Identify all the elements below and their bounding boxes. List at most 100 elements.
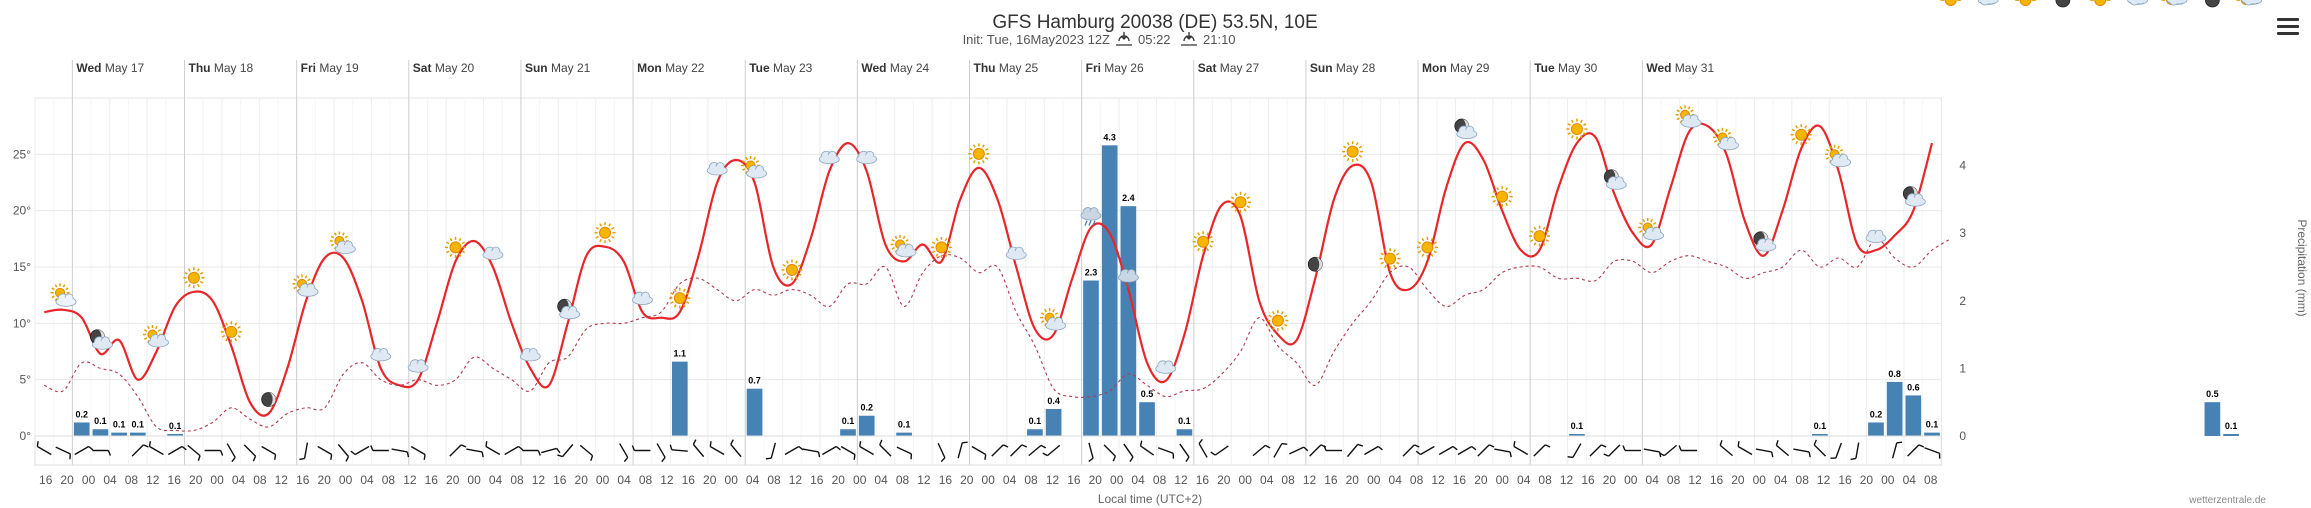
x-tick: 08 (1924, 473, 1938, 487)
sun-cloud-icon (741, 156, 767, 179)
x-tick: 20 (1603, 473, 1617, 487)
precip-bar (1812, 433, 1828, 436)
precip-bar (2204, 402, 2221, 436)
wind-arrow-icon (1477, 444, 1495, 457)
sun-icon (1230, 191, 1252, 213)
moon-icon (2204, 0, 2220, 8)
sun-icon (1566, 118, 1588, 140)
x-tick: 08 (1024, 473, 1038, 487)
sun-icon (445, 236, 467, 258)
precip-label: 0.2 (75, 409, 88, 419)
moon-cloud-icon (1454, 118, 1478, 139)
temperature-lines (44, 122, 1951, 432)
wind-arrow-icon (784, 445, 804, 456)
cloud-icon (1977, 0, 1999, 6)
precip-bar (858, 415, 875, 436)
x-tick: 16 (810, 473, 824, 487)
day-label: Sat May 27 (1198, 61, 1260, 75)
wind-arrow-icon (619, 443, 629, 463)
day-label: Mon May 29 (1422, 61, 1490, 75)
precip-label: 2.4 (1122, 193, 1135, 203)
x-tick: 04 (1003, 473, 1017, 487)
x-tick: 08 (382, 473, 396, 487)
x-tick: 04 (489, 473, 503, 487)
y-tick-left: 25° (13, 147, 31, 161)
wind-arrow-icon (74, 445, 94, 456)
x-tick: 08 (1667, 473, 1681, 487)
wind-arrow-icon (1643, 448, 1662, 458)
wind-arrow-icon (1775, 440, 1790, 457)
x-tick: 16 (939, 473, 953, 487)
sun-icon (220, 321, 242, 343)
y-tick-left: 0° (20, 429, 32, 443)
wind-arrow-icon (485, 441, 501, 456)
wind-arrow-icon (226, 443, 236, 463)
sun-icon (1529, 225, 1551, 247)
wind-arrow-icon (466, 448, 484, 458)
x-tick: 20 (1217, 473, 1231, 487)
x-tick: 00 (1881, 473, 1895, 487)
wind-arrow-icon (1415, 445, 1435, 456)
x-tick: 04 (103, 473, 117, 487)
day-label: Sun May 21 (525, 61, 591, 75)
x-tick: 16 (168, 473, 182, 487)
precip-bar (1176, 429, 1193, 436)
x-tick: 20 (703, 473, 717, 487)
wind-arrow-icon (971, 445, 987, 460)
wind-arrow-icon (410, 445, 426, 460)
x-tick: 08 (253, 473, 267, 487)
y-tick-left: 5° (20, 373, 32, 387)
wind-arrow-icon (802, 448, 821, 458)
sun-icon (1491, 186, 1513, 208)
precip-label: 0.2 (1870, 409, 1883, 419)
sun-icon (1342, 141, 1364, 163)
x-tick: 00 (1367, 473, 1381, 487)
sun-icon (2089, 0, 2111, 6)
sunrise-icon (1116, 32, 1132, 46)
wind-arrow-icon (1123, 443, 1134, 462)
x-tick: 04 (617, 473, 631, 487)
wind-arrow-icon (991, 444, 1009, 457)
x-tick: 16 (1324, 473, 1338, 487)
sun-icon (1192, 231, 1214, 253)
wind-arrow-icon (1157, 447, 1175, 459)
wind-arrow-icon (1042, 444, 1061, 457)
wind-arrow-icon (148, 441, 164, 456)
wind-arrow-icon (1010, 444, 1028, 457)
cloud-icon (818, 150, 840, 165)
x-tick: 00 (467, 473, 481, 487)
wind-arrow-icon (579, 444, 594, 461)
sun-cloud-icon (890, 234, 917, 258)
precip-bar (1101, 145, 1118, 436)
wind-arrow-icon (1402, 444, 1420, 457)
x-tick: 12 (1817, 473, 1831, 487)
wind-arrow-icon (1289, 446, 1309, 455)
moon-cloud-icon (90, 329, 113, 350)
day-label: Fri May 26 (1086, 61, 1144, 75)
precip-label: 4.3 (1103, 132, 1116, 142)
precip-label: 0.6 (1907, 382, 1920, 392)
wind-arrow-icon (204, 449, 224, 456)
wind-arrow-icon (541, 447, 561, 454)
x-tick: 04 (1131, 473, 1145, 487)
day-label: Fri May 19 (301, 61, 359, 75)
x-tick: 08 (639, 473, 653, 487)
precip-label: 0.1 (1814, 421, 1827, 431)
cloud-icon (370, 347, 392, 362)
precip-bar (1905, 395, 1922, 436)
wind-arrow-icon (1793, 448, 1811, 458)
moon-icon (2055, 0, 2071, 8)
x-tick: 04 (1260, 473, 1274, 487)
sun-cloud-icon (1825, 144, 1851, 168)
cloud-icon (2127, 0, 2149, 6)
x-tick: 08 (510, 473, 524, 487)
wind-arrow-icon (1139, 440, 1155, 456)
precip-label: 0.1 (898, 420, 911, 430)
wind-arrow-icon (187, 444, 201, 461)
x-tick: 20 (1089, 473, 1103, 487)
menu-button[interactable] (2277, 18, 2299, 36)
x-tick: 16 (1710, 473, 1724, 487)
y-tick-right: 1 (1959, 361, 1966, 375)
y-axis-left: 0° 5° 10° 15° 20° 25° (13, 147, 31, 443)
x-tick: 12 (1303, 473, 1317, 487)
